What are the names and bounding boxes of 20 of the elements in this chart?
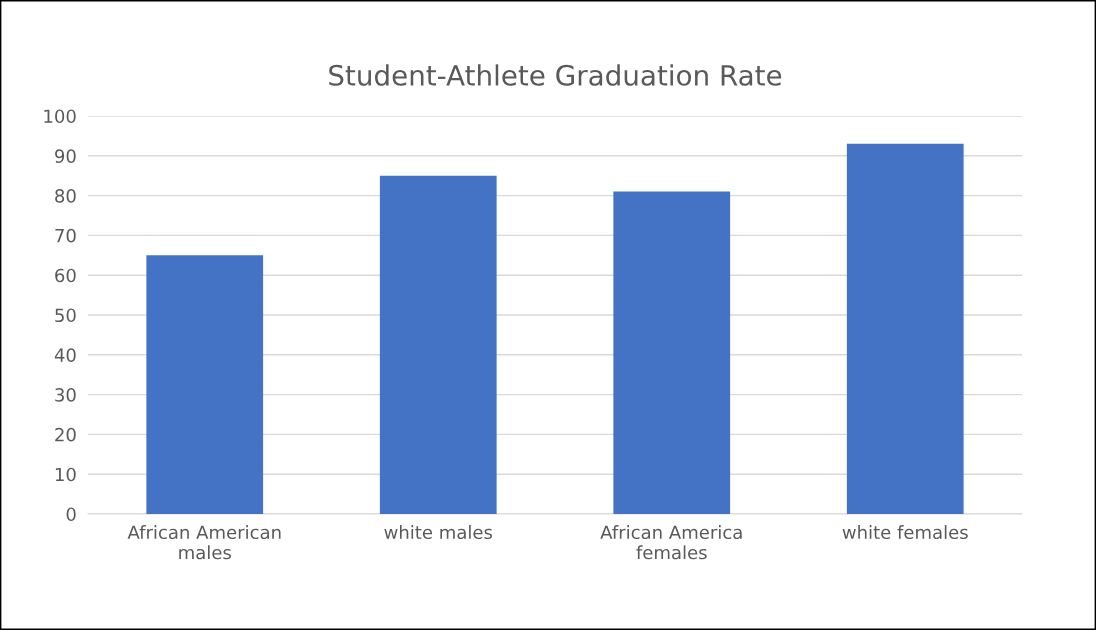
x-tick-label: white females: [842, 525, 968, 540]
y-tick-label: 0: [66, 507, 76, 522]
bar: [613, 191, 731, 514]
y-tick-label: 20: [55, 427, 76, 442]
y-tick-label: 90: [55, 149, 76, 163]
x-tick-label: African America females: [600, 525, 742, 560]
y-tick-label: 10: [55, 467, 76, 482]
chart-title: Student-Athlete Graduation Rate: [329, 64, 782, 86]
x-tick-label: African American males: [127, 525, 281, 560]
bar: [146, 255, 264, 514]
y-tick-label: 100: [44, 109, 76, 124]
y-tick-label: 30: [55, 388, 76, 402]
y-tick-label: 80: [55, 189, 76, 203]
bar: [379, 175, 497, 514]
y-tick-label: 70: [55, 228, 76, 243]
x-tick-label: white males: [384, 525, 493, 540]
bar: [846, 143, 964, 514]
y-tick-label: 50: [55, 308, 76, 323]
y-tick-label: 40: [54, 348, 76, 362]
y-tick-label: 60: [55, 268, 76, 283]
